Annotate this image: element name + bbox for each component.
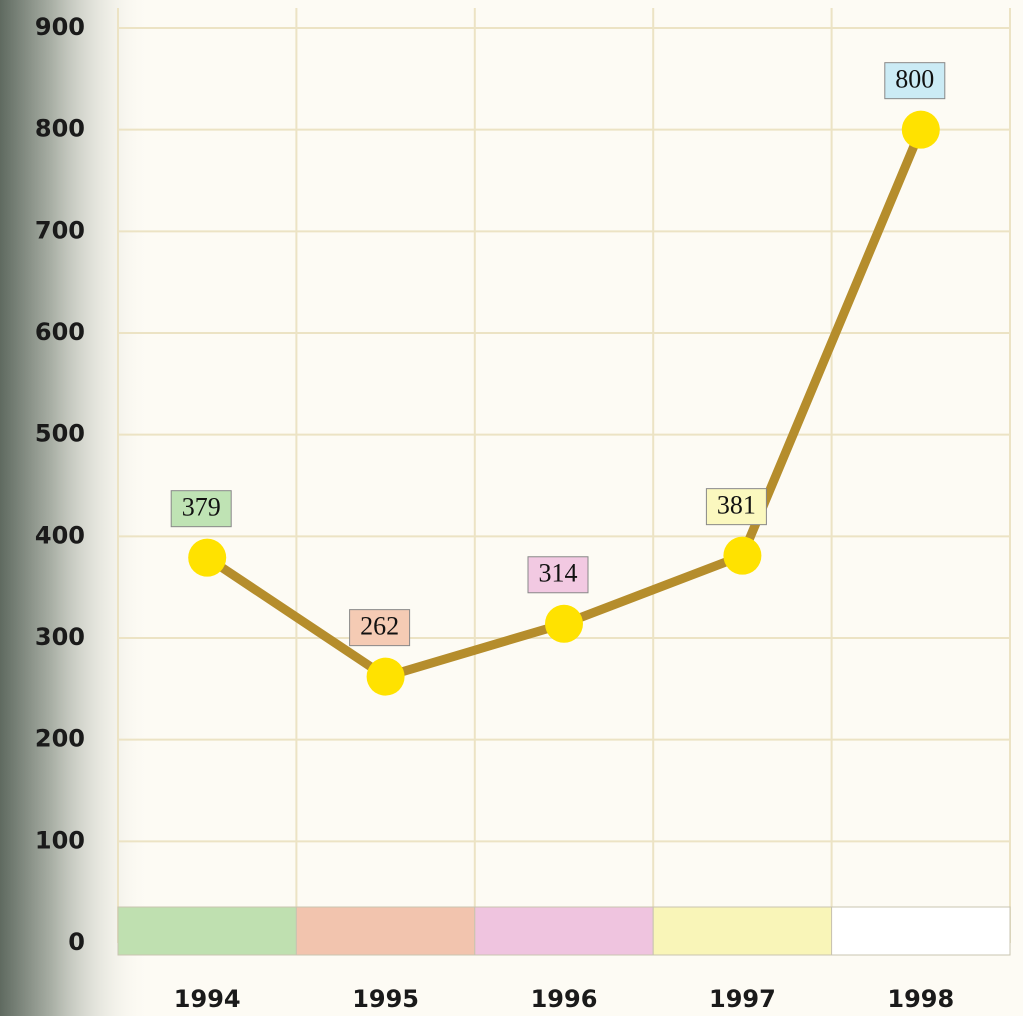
background bbox=[0, 0, 1023, 1016]
marker bbox=[545, 605, 583, 643]
y-tick-label: 100 bbox=[35, 826, 85, 854]
y-tick-label: 600 bbox=[35, 318, 85, 346]
marker bbox=[188, 539, 226, 577]
category-band bbox=[296, 907, 474, 955]
category-band bbox=[475, 907, 653, 955]
chart: 0 100 200 300 400 500 600 700 800 900 1994 1995 1996… bbox=[0, 0, 1023, 1016]
x-tick-label: 1995 bbox=[352, 985, 419, 1013]
value-label: 381 bbox=[717, 491, 756, 520]
category-band bbox=[832, 907, 1010, 955]
value-label: 379 bbox=[182, 493, 221, 522]
x-tick-label: 1998 bbox=[887, 985, 954, 1013]
marker bbox=[367, 658, 405, 696]
x-tick-label: 1994 bbox=[174, 985, 241, 1013]
y-tick-label: 0 bbox=[68, 928, 85, 956]
marker bbox=[902, 111, 940, 149]
y-tick-label: 400 bbox=[35, 521, 85, 549]
value-label: 314 bbox=[539, 559, 578, 588]
value-label: 800 bbox=[895, 65, 934, 94]
y-tick-label: 900 bbox=[35, 13, 85, 41]
category-band bbox=[118, 907, 296, 955]
marker bbox=[723, 537, 761, 575]
y-tick-label: 700 bbox=[35, 216, 85, 244]
y-tick-label: 500 bbox=[35, 420, 85, 448]
y-tick-label: 300 bbox=[35, 623, 85, 651]
page-shadow bbox=[0, 0, 150, 1016]
value-label: 262 bbox=[360, 612, 399, 641]
category-band bbox=[653, 907, 831, 955]
x-tick-label: 1997 bbox=[709, 985, 776, 1013]
x-tick-label: 1996 bbox=[531, 985, 598, 1013]
y-tick-label: 200 bbox=[35, 725, 85, 753]
y-tick-label: 800 bbox=[35, 115, 85, 143]
